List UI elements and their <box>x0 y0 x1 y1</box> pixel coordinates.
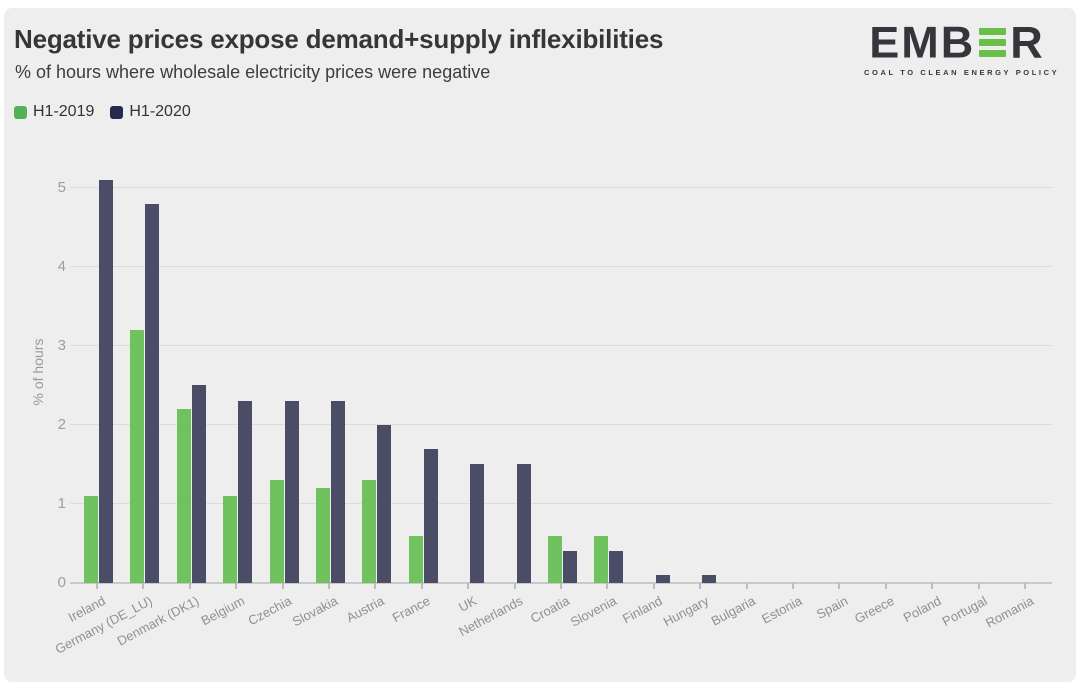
gridline-y-5 <box>70 187 1052 189</box>
bar-h1-2020-slovenia[interactable] <box>609 551 624 583</box>
bar-h1-2019-slovenia[interactable] <box>594 535 609 583</box>
ember-logo-e-bars-icon <box>979 26 1007 60</box>
x-axis-label-finland: Finland <box>620 593 665 627</box>
legend-swatch-icon <box>14 105 27 119</box>
x-tick <box>884 583 887 589</box>
ember-logo-wordmark: EMB R <box>864 20 1050 65</box>
bar-h1-2019-france[interactable] <box>408 535 423 583</box>
legend-item-h1-2019[interactable]: H1-2019 <box>14 103 94 121</box>
x-tick <box>838 583 841 589</box>
bar-h1-2020-slovakia[interactable] <box>331 401 345 583</box>
x-tick <box>96 583 98 589</box>
x-axis-label-hungary: Hungary <box>660 593 712 630</box>
y-tick-label: 0 <box>57 574 66 591</box>
x-tick <box>745 583 748 589</box>
x-axis-label-romania: Romania <box>983 593 1037 631</box>
logo-text-right: R <box>1010 17 1045 68</box>
y-tick-label: 2 <box>57 415 66 433</box>
bar-h1-2020-czechia[interactable] <box>284 401 299 583</box>
x-axis-label-slovenia: Slovenia <box>567 593 619 630</box>
gridline-y-2 <box>70 424 1052 426</box>
y-tick-label: 4 <box>57 257 66 275</box>
x-axis-label-belgium: Belgium <box>198 593 248 629</box>
bar-h1-2020-denmark-dk1[interactable] <box>191 385 206 583</box>
gridline-y-4 <box>70 266 1052 268</box>
x-tick <box>513 583 516 589</box>
bar-h1-2019-czechia[interactable] <box>269 480 284 583</box>
x-axis-label-portugal: Portugal <box>939 593 990 629</box>
x-tick <box>467 583 470 589</box>
x-tick <box>235 583 238 589</box>
bar-h1-2020-france[interactable] <box>423 448 438 583</box>
gridline-y-3 <box>70 345 1052 347</box>
x-axis-label-estonia: Estonia <box>758 593 805 627</box>
bar-h1-2020-croatia[interactable] <box>563 551 577 583</box>
x-axis-label-austria: Austria <box>343 593 387 626</box>
chart-card: Negative prices expose demand+supply inf… <box>4 8 1076 682</box>
x-tick <box>792 583 794 589</box>
legend-item-h1-2020[interactable]: H1-2020 <box>110 103 191 121</box>
x-tick <box>977 583 980 589</box>
x-axis-label-france: France <box>390 593 433 626</box>
bar-h1-2019-croatia[interactable] <box>548 535 562 583</box>
x-tick <box>420 583 423 589</box>
chart-subtitle: % of hours where wholesale electricity p… <box>15 62 491 82</box>
logo-tagline: COAL TO CLEAN ENERGY POLICY <box>864 68 1060 77</box>
x-axis-label-czechia: Czechia <box>245 593 294 629</box>
bar-h1-2020-germany-de-lu[interactable] <box>145 203 160 583</box>
bar-h1-2020-austria[interactable] <box>377 424 392 583</box>
x-tick <box>142 583 145 589</box>
bar-h1-2019-ireland[interactable] <box>84 496 98 583</box>
x-axis-label-poland: Poland <box>900 593 944 626</box>
x-axis-label-bulgaria: Bulgaria <box>708 593 758 629</box>
legend-label: H1-2019 <box>33 103 95 120</box>
legend: H1-2019 H1-2020 <box>14 103 191 121</box>
y-tick-label: 5 <box>57 178 66 196</box>
page-title: Negative prices expose demand+supply inf… <box>14 24 664 54</box>
bar-h1-2019-belgium[interactable] <box>223 496 238 583</box>
bar-h1-2019-denmark-dk1[interactable] <box>176 409 191 583</box>
legend-swatch-icon <box>110 105 124 119</box>
x-axis-label-slovakia: Slovakia <box>289 593 341 630</box>
bar-h1-2019-slovakia[interactable] <box>316 488 330 583</box>
ember-logo: EMB R COAL TO CLEAN ENERGY POLICY <box>864 20 1060 77</box>
x-axis-label-croatia: Croatia <box>527 593 573 626</box>
y-axis-title: % of hours <box>30 338 46 406</box>
x-tick <box>281 583 284 589</box>
logo-text-left: EMB <box>869 17 976 68</box>
x-axis-label-greece: Greece <box>852 593 897 627</box>
gridline-y-1 <box>70 503 1052 505</box>
x-tick <box>652 583 655 589</box>
x-tick <box>374 583 377 589</box>
y-tick-label: 1 <box>57 494 66 512</box>
bar-h1-2020-belgium[interactable] <box>238 401 253 583</box>
x-tick <box>188 583 191 589</box>
legend-label: H1-2020 <box>129 103 191 120</box>
x-axis-label-uk: UK <box>456 593 480 615</box>
chart-plot: 0 1 2 3 4 5 Ireland Germany (DE_LU) Denmark (DK1… <box>52 160 1052 657</box>
bar-h1-2020-netherlands[interactable] <box>516 464 531 583</box>
x-tick <box>699 583 702 589</box>
x-axis-label-spain: Spain <box>814 593 851 622</box>
x-tick <box>1024 583 1026 589</box>
x-tick <box>560 583 562 589</box>
x-tick <box>328 583 330 589</box>
bar-h1-2019-germany-de-lu[interactable] <box>130 330 145 583</box>
bar-h1-2020-ireland[interactable] <box>99 179 113 583</box>
bar-h1-2020-finland[interactable] <box>655 575 670 583</box>
bar-h1-2019-austria[interactable] <box>362 480 377 583</box>
bar-h1-2020-hungary[interactable] <box>702 575 717 583</box>
x-tick <box>606 583 609 589</box>
y-tick-label: 3 <box>57 336 66 354</box>
bar-h1-2020-uk[interactable] <box>470 464 485 583</box>
x-tick <box>931 583 934 589</box>
